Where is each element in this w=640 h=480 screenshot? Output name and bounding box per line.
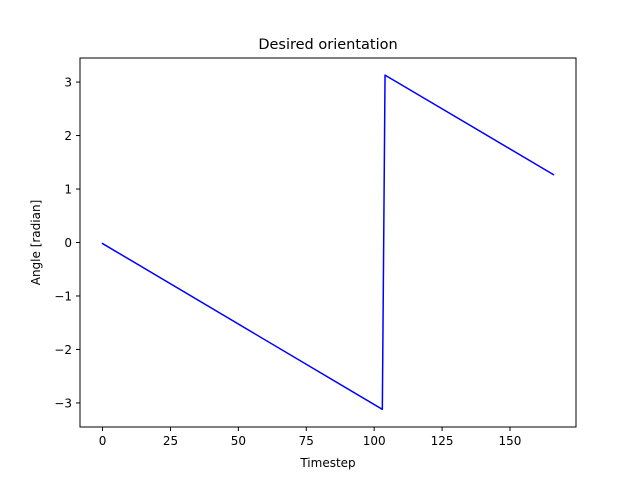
y-tick-label: 2 [64, 129, 72, 143]
x-tick-label: 150 [499, 434, 522, 448]
y-tick-label: −1 [54, 289, 72, 303]
y-axis-ticks: −3 −2 −1 0 1 2 3 [54, 76, 80, 410]
x-tick-label: 25 [163, 434, 178, 448]
series-line-0 [101, 74, 555, 411]
x-tick-label: 50 [231, 434, 246, 448]
series-layer [101, 74, 555, 411]
y-axis-label: Angle [radian] [29, 200, 43, 286]
x-tick-label: 0 [99, 434, 107, 448]
y-tick-label: 0 [64, 236, 72, 250]
chart-title: Desired orientation [258, 37, 397, 53]
x-axis-label: Timestep [299, 456, 355, 470]
x-tick-label: 75 [299, 434, 314, 448]
x-tick-label: 100 [363, 434, 386, 448]
y-tick-label: 1 [64, 183, 72, 197]
y-tick-label: −2 [54, 343, 72, 357]
x-axis-ticks: 0 25 50 75 100 125 150 [99, 427, 522, 448]
plot-area-frame [79, 57, 577, 428]
y-tick-label: 3 [64, 76, 72, 90]
y-tick-label: −3 [54, 396, 72, 410]
x-tick-label: 125 [431, 434, 454, 448]
